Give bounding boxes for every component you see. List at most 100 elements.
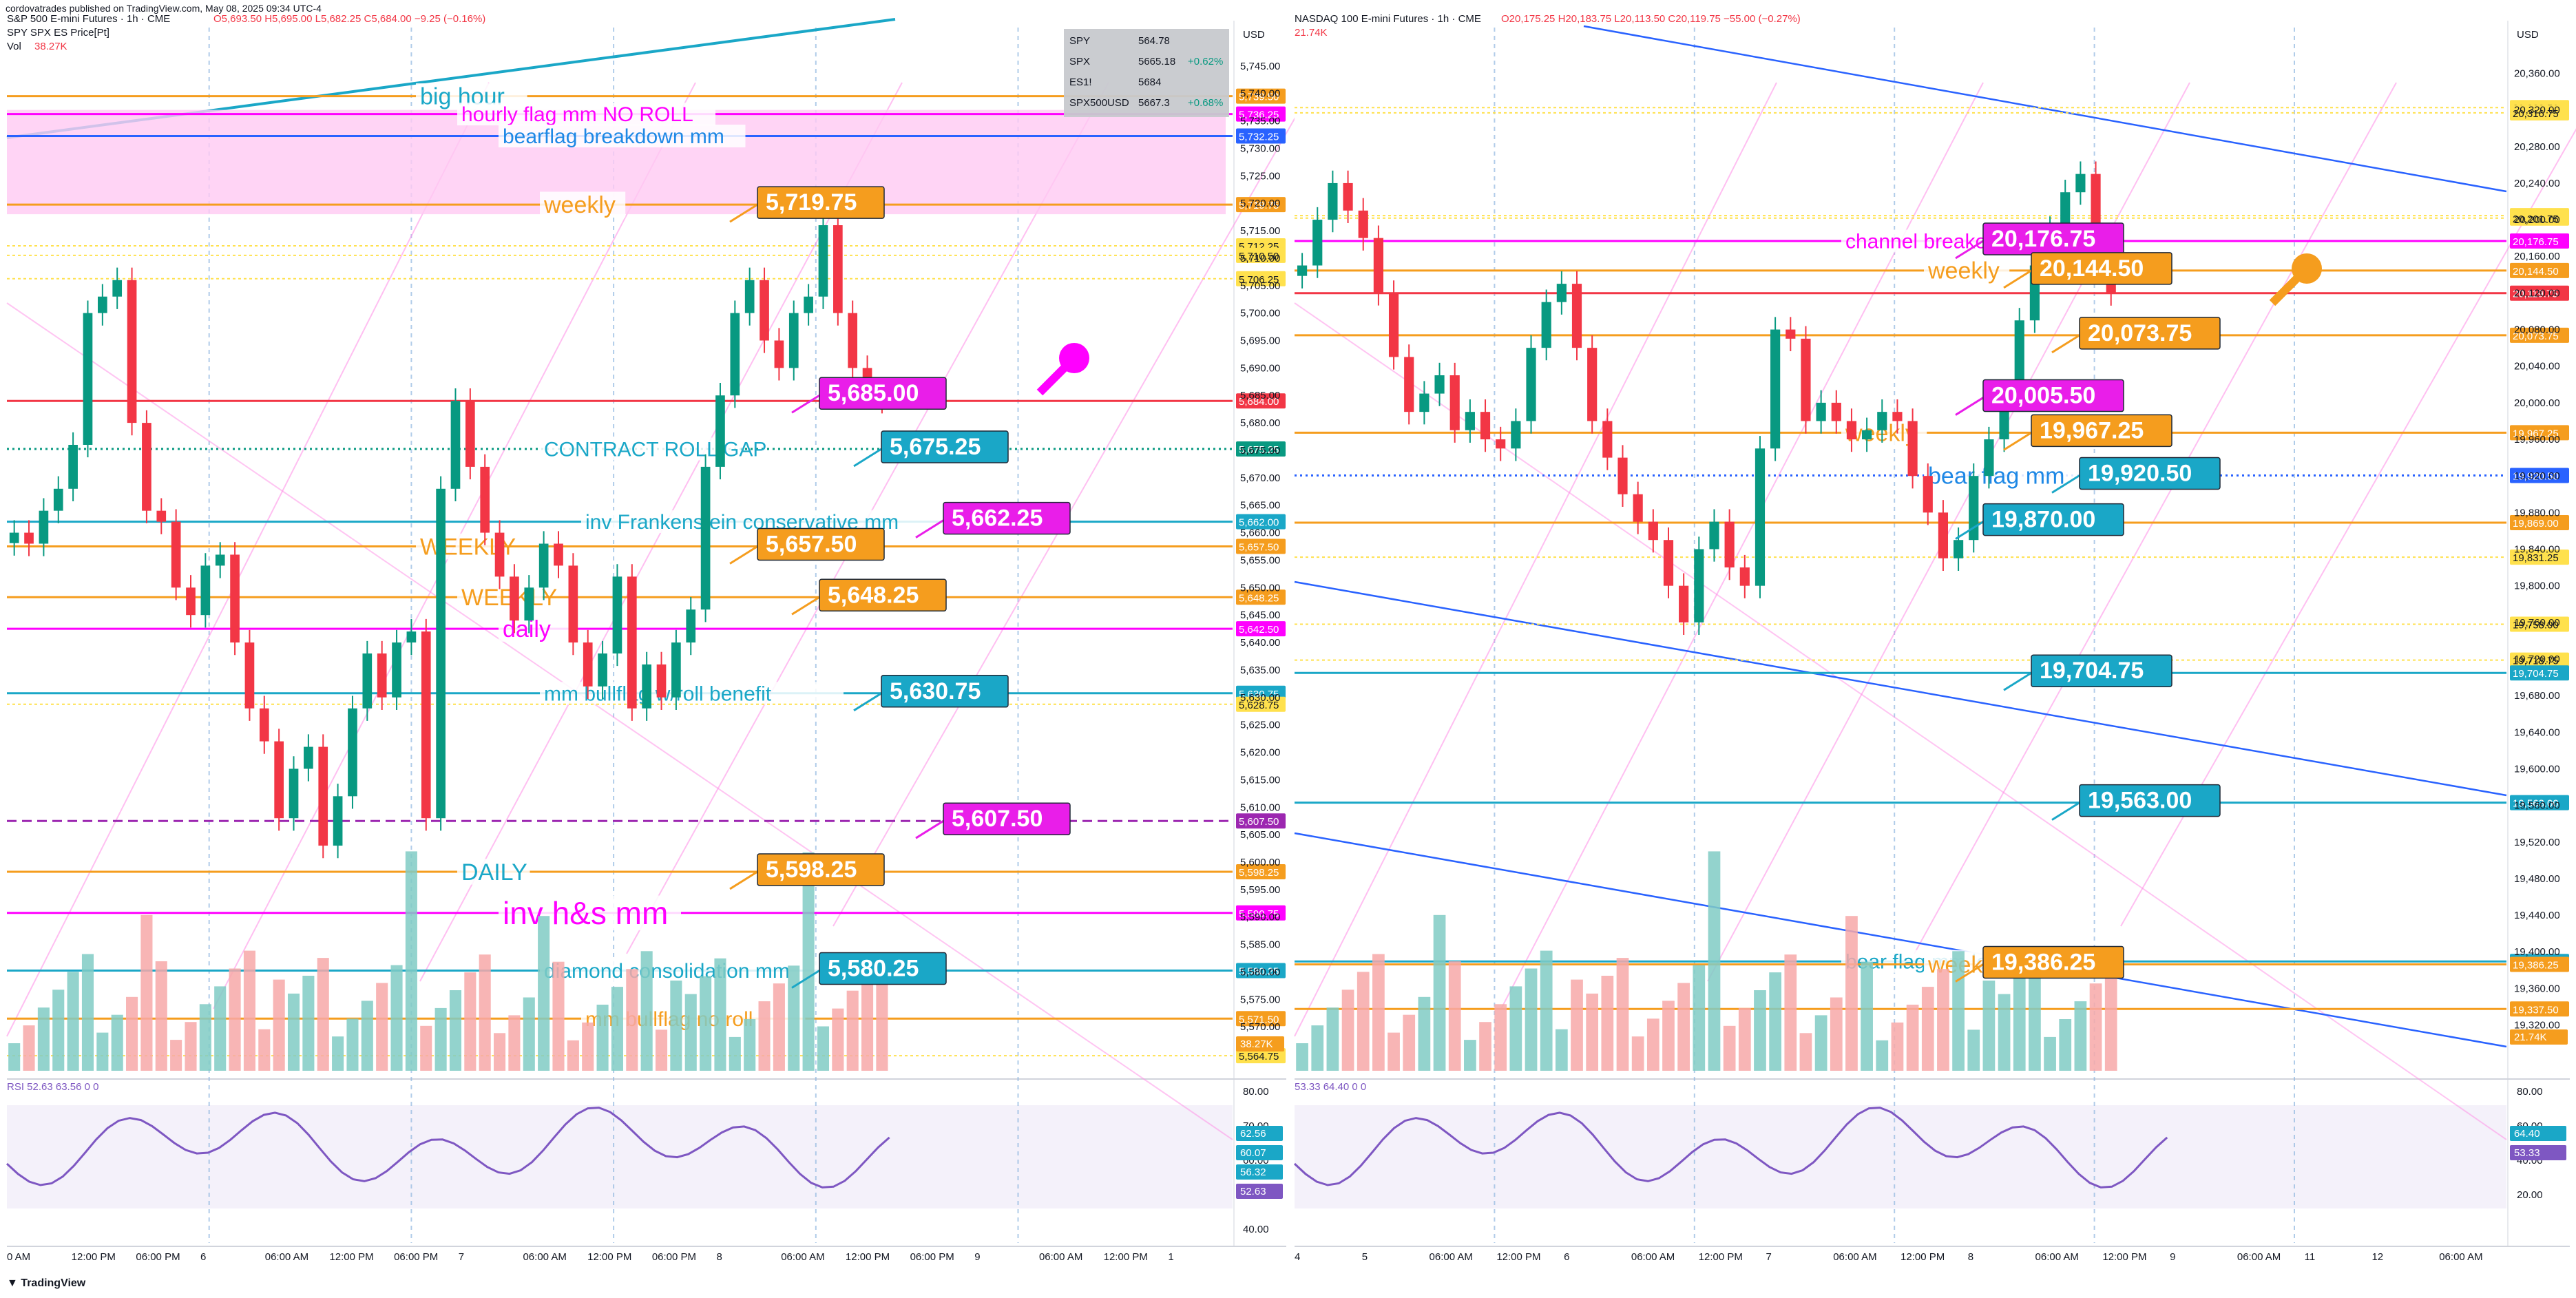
trend-line [6,82,490,1037]
candle-body [377,653,387,698]
price-badge [2510,616,2569,632]
volume-bar [2013,976,2026,1071]
price-badge-label: 5,739.50 [1239,92,1279,103]
candle-body [1373,238,1383,293]
price-badge-label: 20,176.75 [2513,236,2559,248]
time-axis-label: 8 [1968,1251,1973,1263]
callout-pointer [915,819,944,839]
watchlist-price: 5684 [1138,76,1161,88]
candle-body [1663,540,1674,586]
axis-tick-label: 5,685.00 [1240,390,1280,401]
candle-body [1892,412,1903,421]
volume-bar [596,1005,609,1071]
callout-pointer [1955,963,1984,983]
axis-tick-label: 20,360.00 [2514,67,2560,79]
rsi-tick-label: 20.00 [2517,1189,2543,1201]
axis-tick-label: 5,710.00 [1240,253,1280,264]
candle-body [142,423,151,511]
volume-bar [1738,1007,1751,1071]
time-axis-label: 12:00 PM [846,1251,890,1263]
volume-bar [1479,1022,1491,1071]
volume-bar [788,965,800,1071]
price-badge-label: 19,704.75 [2513,668,2559,680]
candle-body [1571,284,1582,348]
axis-tick-label: 19,920.00 [2514,470,2560,482]
price-badge-label: 5,648.25 [1239,592,1279,604]
candle-body [1526,348,1536,421]
symbol-title: S&P 500 E-mini Futures · 1h · CME [7,13,170,25]
price-badge-label: 19,920.50 [2513,471,2559,483]
callout-box [2031,252,2172,285]
price-badge [1236,514,1286,530]
candle-body [1984,439,1994,477]
candle-body [421,631,431,819]
candle-body [392,642,401,698]
axis-tick-label: 5,640.00 [1240,637,1280,649]
key-icon [1059,343,1089,373]
price-badge [2510,262,2569,278]
volume-bar [832,1008,844,1071]
price-badge-label: 20,119.75 [2513,289,2558,300]
candle-body [524,587,534,621]
volume-bar [405,851,417,1071]
callout-text: 20,144.50 [2040,255,2144,282]
axis-tick-label: 20,280.00 [2514,141,2560,153]
callout-pointer [2051,334,2080,354]
candle-body [289,768,299,819]
volume-bar [744,1019,756,1071]
volume-bar [155,961,167,1071]
rsi-badge-label: 56.32 [1240,1166,1266,1178]
candle-body [494,532,505,577]
volume-badge-label: 38.27K [1240,1038,1273,1050]
candle-body [1587,348,1598,421]
volume-bar [802,852,815,1071]
candle-body [583,642,593,687]
price-badge [1236,1011,1286,1027]
price-badge [1236,813,1286,829]
candle-body [186,587,196,616]
price-badge-label: 20,144.50 [2513,266,2559,278]
ohlc-values: O20,175.25 H20,183.75 L20,113.50 C20,119… [1501,13,1801,25]
price-badge-label: 5,710.50 [1239,251,1279,262]
axis-tick-label: 5,630.00 [1240,692,1280,704]
candle-body [627,576,637,709]
callout-pointer [2003,432,2032,451]
callout-box [819,952,947,985]
watchlist-panel [1064,29,1229,117]
candle-body [598,653,607,687]
volume-badge [1236,1036,1284,1051]
callout-text: 5,630.75 [890,678,981,704]
candle-body [68,445,78,489]
callout-text: 5,607.50 [952,806,1043,832]
time-axis-label: 1 [1168,1251,1173,1263]
candle-body [1496,439,1506,449]
level-text-bg [499,124,746,147]
volume-bar [1967,1029,1980,1071]
volume-bar [332,1036,344,1071]
candle-body [1862,430,1872,440]
callout-text: 5,648.25 [828,582,919,608]
price-badge [1236,106,1286,122]
volume-bar [1296,1043,1308,1071]
callout-pointer [1955,240,1984,260]
time-axis-label: 9 [974,1251,980,1263]
watchlist-price: 5667.3 [1138,97,1170,109]
volume-bar [1769,972,1781,1071]
level-text-bg [540,191,626,218]
price-badge [1236,128,1286,144]
callout-box [819,377,947,410]
tradingview-logo: ▼ TradingView [7,1277,85,1290]
callout-text: 19,870.00 [1991,507,2095,533]
candle-body [818,225,828,297]
watchlist-symbol: SPX500USD [1069,97,1129,109]
time-axis-label: 06:00 AM [523,1251,566,1263]
trend-line [6,302,1233,1140]
volume-bar [1601,976,1614,1071]
candle-body [1770,329,1781,449]
volume-bar [229,968,241,1071]
volume-bar [714,958,726,1071]
volume-bar [258,1029,271,1071]
volume-value: 38.27K [34,41,67,52]
callout-text: 19,920.50 [2088,461,2192,487]
